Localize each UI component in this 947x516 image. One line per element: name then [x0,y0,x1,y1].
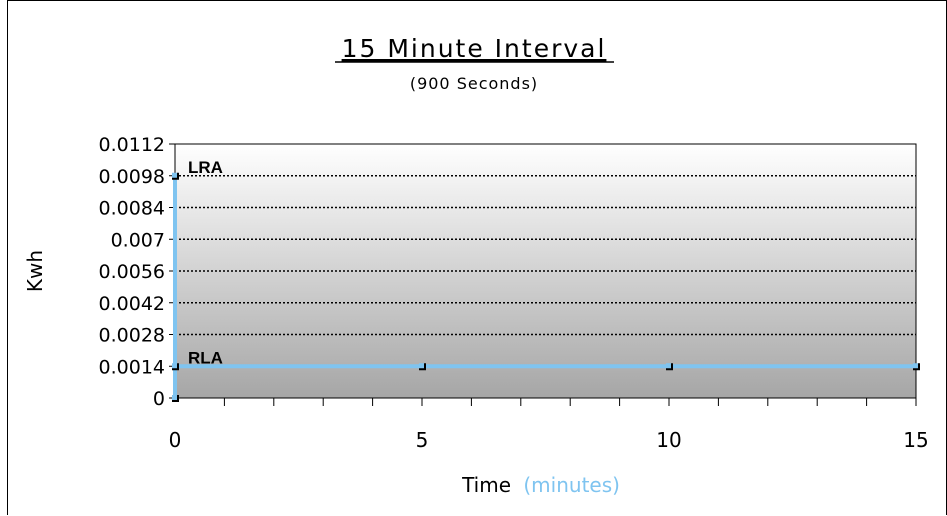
data-point-fill [913,363,919,370]
chart-title: 15 Minute Interval [342,34,607,63]
y-tick-label: 0.007 [111,229,165,251]
data-point-shadow [172,395,179,402]
annotation-label: RLA [188,348,223,367]
x-tick-label: 5 [416,428,429,452]
x-axis-ticks: 0 5 10 15 [169,398,929,452]
data-point-shadow [419,363,426,371]
x-tick-label: 0 [169,428,182,452]
y-axis-ticks: 0 0.0014 0.0028 0.0042 0.0056 0.007 0.0084 0.00… [99,134,175,410]
data-point-fill [172,395,178,401]
y-tick-label: 0.0098 [99,166,165,188]
x-axis-label: Time [461,473,511,497]
x-tick-label: 10 [656,428,681,452]
data-point [172,363,179,371]
annotation-label: LRA [188,158,223,177]
x-axis-unit: (minutes) [523,473,620,497]
data-point [913,363,920,371]
data-markers [172,172,920,402]
data-point [172,172,179,180]
data-point-fill [666,363,672,370]
y-tick-label: 0.0112 [99,134,165,156]
data-point [172,395,179,402]
data-point-shadow [172,172,179,180]
data-point-shadow [172,363,179,371]
chart-frame: 15 Minute Interval (900 Seconds) 0 0.0014… [7,0,947,515]
y-tick-label: 0.0084 [99,198,165,220]
data-point-shadow [913,363,920,371]
annotations: LRA RLA [188,158,223,368]
x-axis-label-group: Time (minutes) [461,473,620,497]
data-point [666,363,673,371]
y-tick-label: 0.0042 [99,293,165,315]
series-line [173,175,916,398]
y-tick-label: 0 [153,388,165,410]
y-tick-label: 0.0014 [99,356,165,378]
y-axis-label: Kwh [23,250,47,292]
y-tick-label: 0.0056 [99,261,165,283]
series-lines [173,175,916,398]
data-point-fill [419,363,425,370]
y-tick-label: 0.0028 [99,325,165,347]
data-point-fill [172,172,178,179]
data-point-fill [172,363,178,370]
data-point-shadow [666,363,673,371]
chart-svg: 15 Minute Interval (900 Seconds) 0 0.0014… [23,34,929,497]
x-tick-label: 15 [903,428,928,452]
chart-subtitle: (900 Seconds) [410,74,538,93]
data-point [419,363,426,371]
